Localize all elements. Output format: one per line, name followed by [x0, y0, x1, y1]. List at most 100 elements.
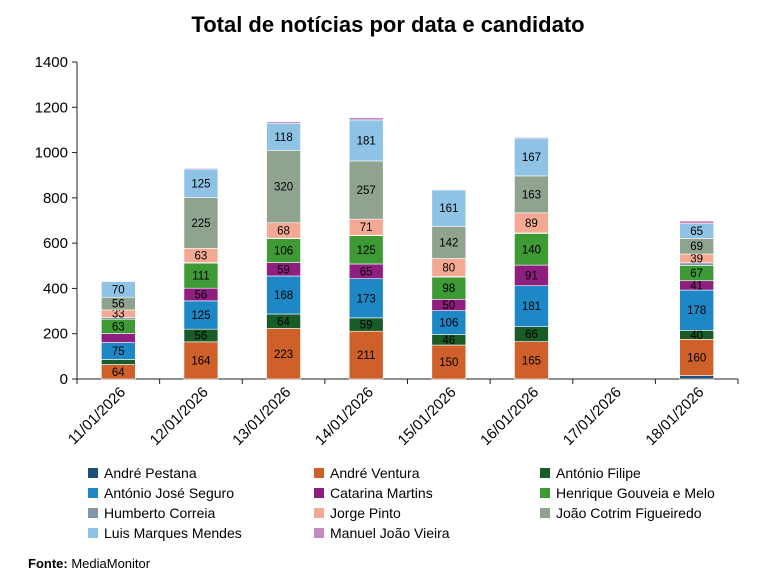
bar-segment [514, 136, 549, 139]
legend-label: Catarina Martins [330, 484, 433, 501]
data-label: 46 [442, 335, 455, 347]
bar-segment [431, 189, 467, 227]
legend-swatch [540, 487, 550, 498]
legend-label: Jorge Pinto [330, 504, 401, 521]
bar-segment [514, 285, 549, 327]
bar-segment [183, 168, 219, 198]
legend-swatch [314, 527, 324, 538]
data-label: 178 [687, 305, 706, 317]
bar-segment [266, 328, 301, 380]
legend: André Pestana André Ventura António Filipe… [88, 463, 768, 542]
data-label: 65 [360, 266, 373, 278]
data-label: 225 [191, 218, 210, 230]
data-label: 125 [191, 310, 210, 322]
legend-item: António José Seguro [88, 483, 314, 502]
data-label: 67 [690, 268, 703, 280]
data-label: 173 [357, 293, 376, 305]
data-label: 98 [442, 283, 455, 295]
bar-segment [183, 197, 219, 249]
data-label: 70 [112, 284, 125, 296]
bar-segment [183, 262, 219, 289]
data-label: 50 [442, 300, 455, 312]
data-label: 64 [277, 316, 290, 328]
legend-item: Jorge Pinto [314, 503, 540, 522]
data-label: 106 [274, 246, 293, 258]
data-label: 71 [360, 222, 373, 234]
legend-item: João Cotrim Figueiredo [540, 503, 768, 522]
data-label: 40 [690, 330, 703, 342]
legend-item: André Pestana [88, 463, 314, 482]
x-tick-label: 12/01/2026 [147, 384, 212, 449]
legend-item: André Ventura [314, 463, 540, 482]
bar-segment [431, 310, 467, 335]
bar-segment [348, 235, 384, 265]
data-label: 165 [522, 355, 541, 367]
x-tick-label: 16/01/2026 [477, 384, 542, 449]
legend-label: Manuel João Vieira [330, 524, 450, 541]
legend-item: Luis Marques Mendes [88, 523, 314, 542]
data-label: 69 [690, 241, 703, 253]
legend-swatch [314, 487, 324, 498]
data-label: 64 [112, 367, 125, 379]
data-label: 167 [522, 152, 541, 164]
source-text: MediaMonitor [71, 556, 151, 571]
bar-segment [679, 220, 714, 224]
data-label: 59 [277, 264, 290, 276]
data-label: 164 [191, 355, 211, 367]
bar-segment [348, 117, 384, 121]
bar-segment [514, 137, 549, 177]
x-tick-label: 13/01/2026 [229, 384, 294, 449]
data-label: 181 [357, 135, 376, 147]
data-label: 39 [690, 253, 703, 265]
bar-segment [679, 289, 714, 331]
data-label: 63 [112, 321, 125, 333]
data-label: 163 [522, 189, 541, 201]
bar-segment [431, 344, 467, 380]
y-tick-label: 200 [43, 326, 68, 343]
y-tick-label: 0 [60, 371, 68, 388]
data-label: 41 [690, 280, 703, 292]
y-tick-label: 600 [43, 235, 68, 252]
bar-segment [183, 167, 219, 170]
data-label: 181 [522, 301, 541, 313]
data-label: 111 [192, 271, 209, 283]
bar-segment [348, 278, 384, 319]
legend-swatch [314, 507, 324, 518]
x-tick-label: 11/01/2026 [65, 384, 129, 448]
source-label: Fonte: [28, 556, 68, 571]
data-label: 56 [195, 331, 208, 343]
data-label: 125 [357, 245, 376, 257]
legend-swatch [88, 507, 98, 518]
y-tick-label: 800 [43, 190, 68, 207]
data-label: 118 [274, 132, 292, 144]
bar-segment [348, 160, 384, 220]
data-label: 91 [525, 270, 538, 282]
data-label: 161 [439, 203, 458, 215]
legend-swatch [88, 487, 98, 498]
legend-label: André Pestana [104, 464, 197, 481]
data-label: 160 [687, 352, 706, 364]
bar-segment [514, 175, 549, 214]
legend-item: Henrique Gouveia e Melo [540, 483, 768, 502]
data-label: 33 [112, 309, 125, 321]
data-label: 106 [439, 318, 458, 330]
bar-segment [679, 375, 714, 380]
legend-label: António José Seguro [104, 484, 234, 501]
chart-title: Total de notícias por data e candidato [191, 12, 585, 37]
data-label: 56 [195, 290, 208, 302]
y-tick-label: 400 [43, 280, 68, 297]
x-tick-label: 18/01/2026 [642, 384, 707, 449]
legend-swatch [88, 467, 98, 478]
legend-label: Luis Marques Mendes [104, 524, 242, 541]
bar-segment [679, 339, 714, 376]
bar-segment [514, 341, 549, 380]
data-label: 150 [439, 357, 458, 369]
legend-label: Henrique Gouveia e Melo [556, 484, 715, 501]
bar-segment [266, 238, 301, 263]
data-label: 75 [112, 346, 125, 358]
bar-segment [183, 300, 219, 330]
data-label: 65 [690, 226, 703, 238]
data-label: 68 [277, 225, 290, 237]
bar-segment [431, 188, 467, 191]
chart-plot: 020040060080010001200140064756333567011/… [35, 54, 739, 449]
